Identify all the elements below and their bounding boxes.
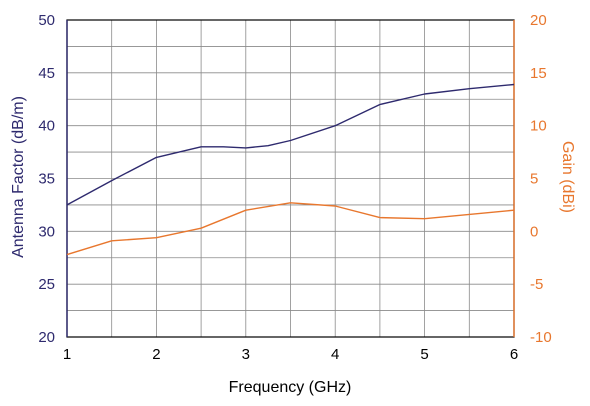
left-y-tick-label: 50 <box>38 12 55 29</box>
x-axis-label: Frequency (GHz) <box>229 379 352 396</box>
x-tick-label: 4 <box>331 346 339 363</box>
x-tick-label: 5 <box>420 346 428 363</box>
left-y-axis-label: Antenna Factor (dB/m) <box>10 96 27 258</box>
series-lines <box>66 83 515 256</box>
x-tick-label: 6 <box>510 346 518 363</box>
left-y-tick-label: 45 <box>38 65 55 82</box>
left-y-tick-label: 35 <box>38 171 55 188</box>
left-y-tick-label: 20 <box>38 329 55 346</box>
right-y-tick-label: 0 <box>530 223 538 240</box>
x-tick-label: 2 <box>152 346 160 363</box>
left-y-tick-label: 30 <box>38 223 55 240</box>
left-y-tick-label: 25 <box>38 276 55 293</box>
gain-series-line <box>66 202 515 256</box>
right-y-axis-label: Gain (dBi) <box>559 141 576 213</box>
left-y-tick-label: 40 <box>38 118 55 135</box>
x-tick-label: 3 <box>242 346 250 363</box>
right-y-tick-label: 10 <box>530 118 547 135</box>
right-y-tick-label: 5 <box>530 171 538 188</box>
grid <box>66 19 515 338</box>
right-y-tick-label: 15 <box>530 65 547 82</box>
right-y-tick-label: -10 <box>530 329 552 346</box>
right-y-tick-label: -5 <box>530 276 543 293</box>
x-tick-label: 1 <box>63 346 71 363</box>
right-y-tick-label: 20 <box>530 12 547 29</box>
antenna-factor-series-line <box>66 83 515 206</box>
